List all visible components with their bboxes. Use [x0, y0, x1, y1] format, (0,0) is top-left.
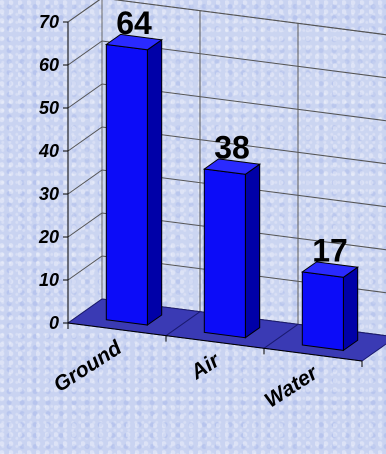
- bar-front: [301, 271, 344, 351]
- category-label: Air: [186, 348, 225, 385]
- bar-side: [342, 266, 359, 352]
- bar-ground: [104, 33, 164, 326]
- bar-water: [300, 261, 360, 352]
- data-label: 64: [116, 5, 152, 41]
- y-tick-label: 30: [39, 184, 59, 204]
- bar-front: [203, 168, 246, 339]
- data-label: 38: [214, 130, 250, 166]
- y-tick-label: 50: [39, 98, 59, 118]
- y-tick-label: 10: [39, 270, 59, 290]
- y-tick-label: 20: [38, 227, 59, 247]
- bar-air: [202, 158, 262, 339]
- side-wall: [67, 0, 103, 324]
- floor-divider: [263, 323, 299, 349]
- bar-front: [105, 43, 148, 326]
- data-label: 17: [312, 233, 348, 269]
- data-labels: 64 38 17: [116, 5, 348, 268]
- y-tick-label: 40: [38, 141, 59, 161]
- x-axis-line: [67, 322, 363, 362]
- floor-divider: [165, 311, 201, 337]
- bars: [104, 33, 360, 352]
- bar-top: [104, 33, 164, 51]
- category-label: Water: [261, 361, 324, 413]
- y-tick-label: 0: [49, 313, 59, 333]
- y-axis-tick-labels: 0 10 20 30 40 50 60 70: [38, 12, 69, 333]
- category-label: Ground: [50, 336, 127, 397]
- bar-side: [244, 163, 261, 339]
- y-tick-label: 60: [39, 55, 59, 75]
- y-tick-label: 70: [39, 12, 59, 32]
- bar-side: [146, 38, 163, 326]
- bar-top: [300, 261, 360, 278]
- bar-top: [202, 158, 262, 175]
